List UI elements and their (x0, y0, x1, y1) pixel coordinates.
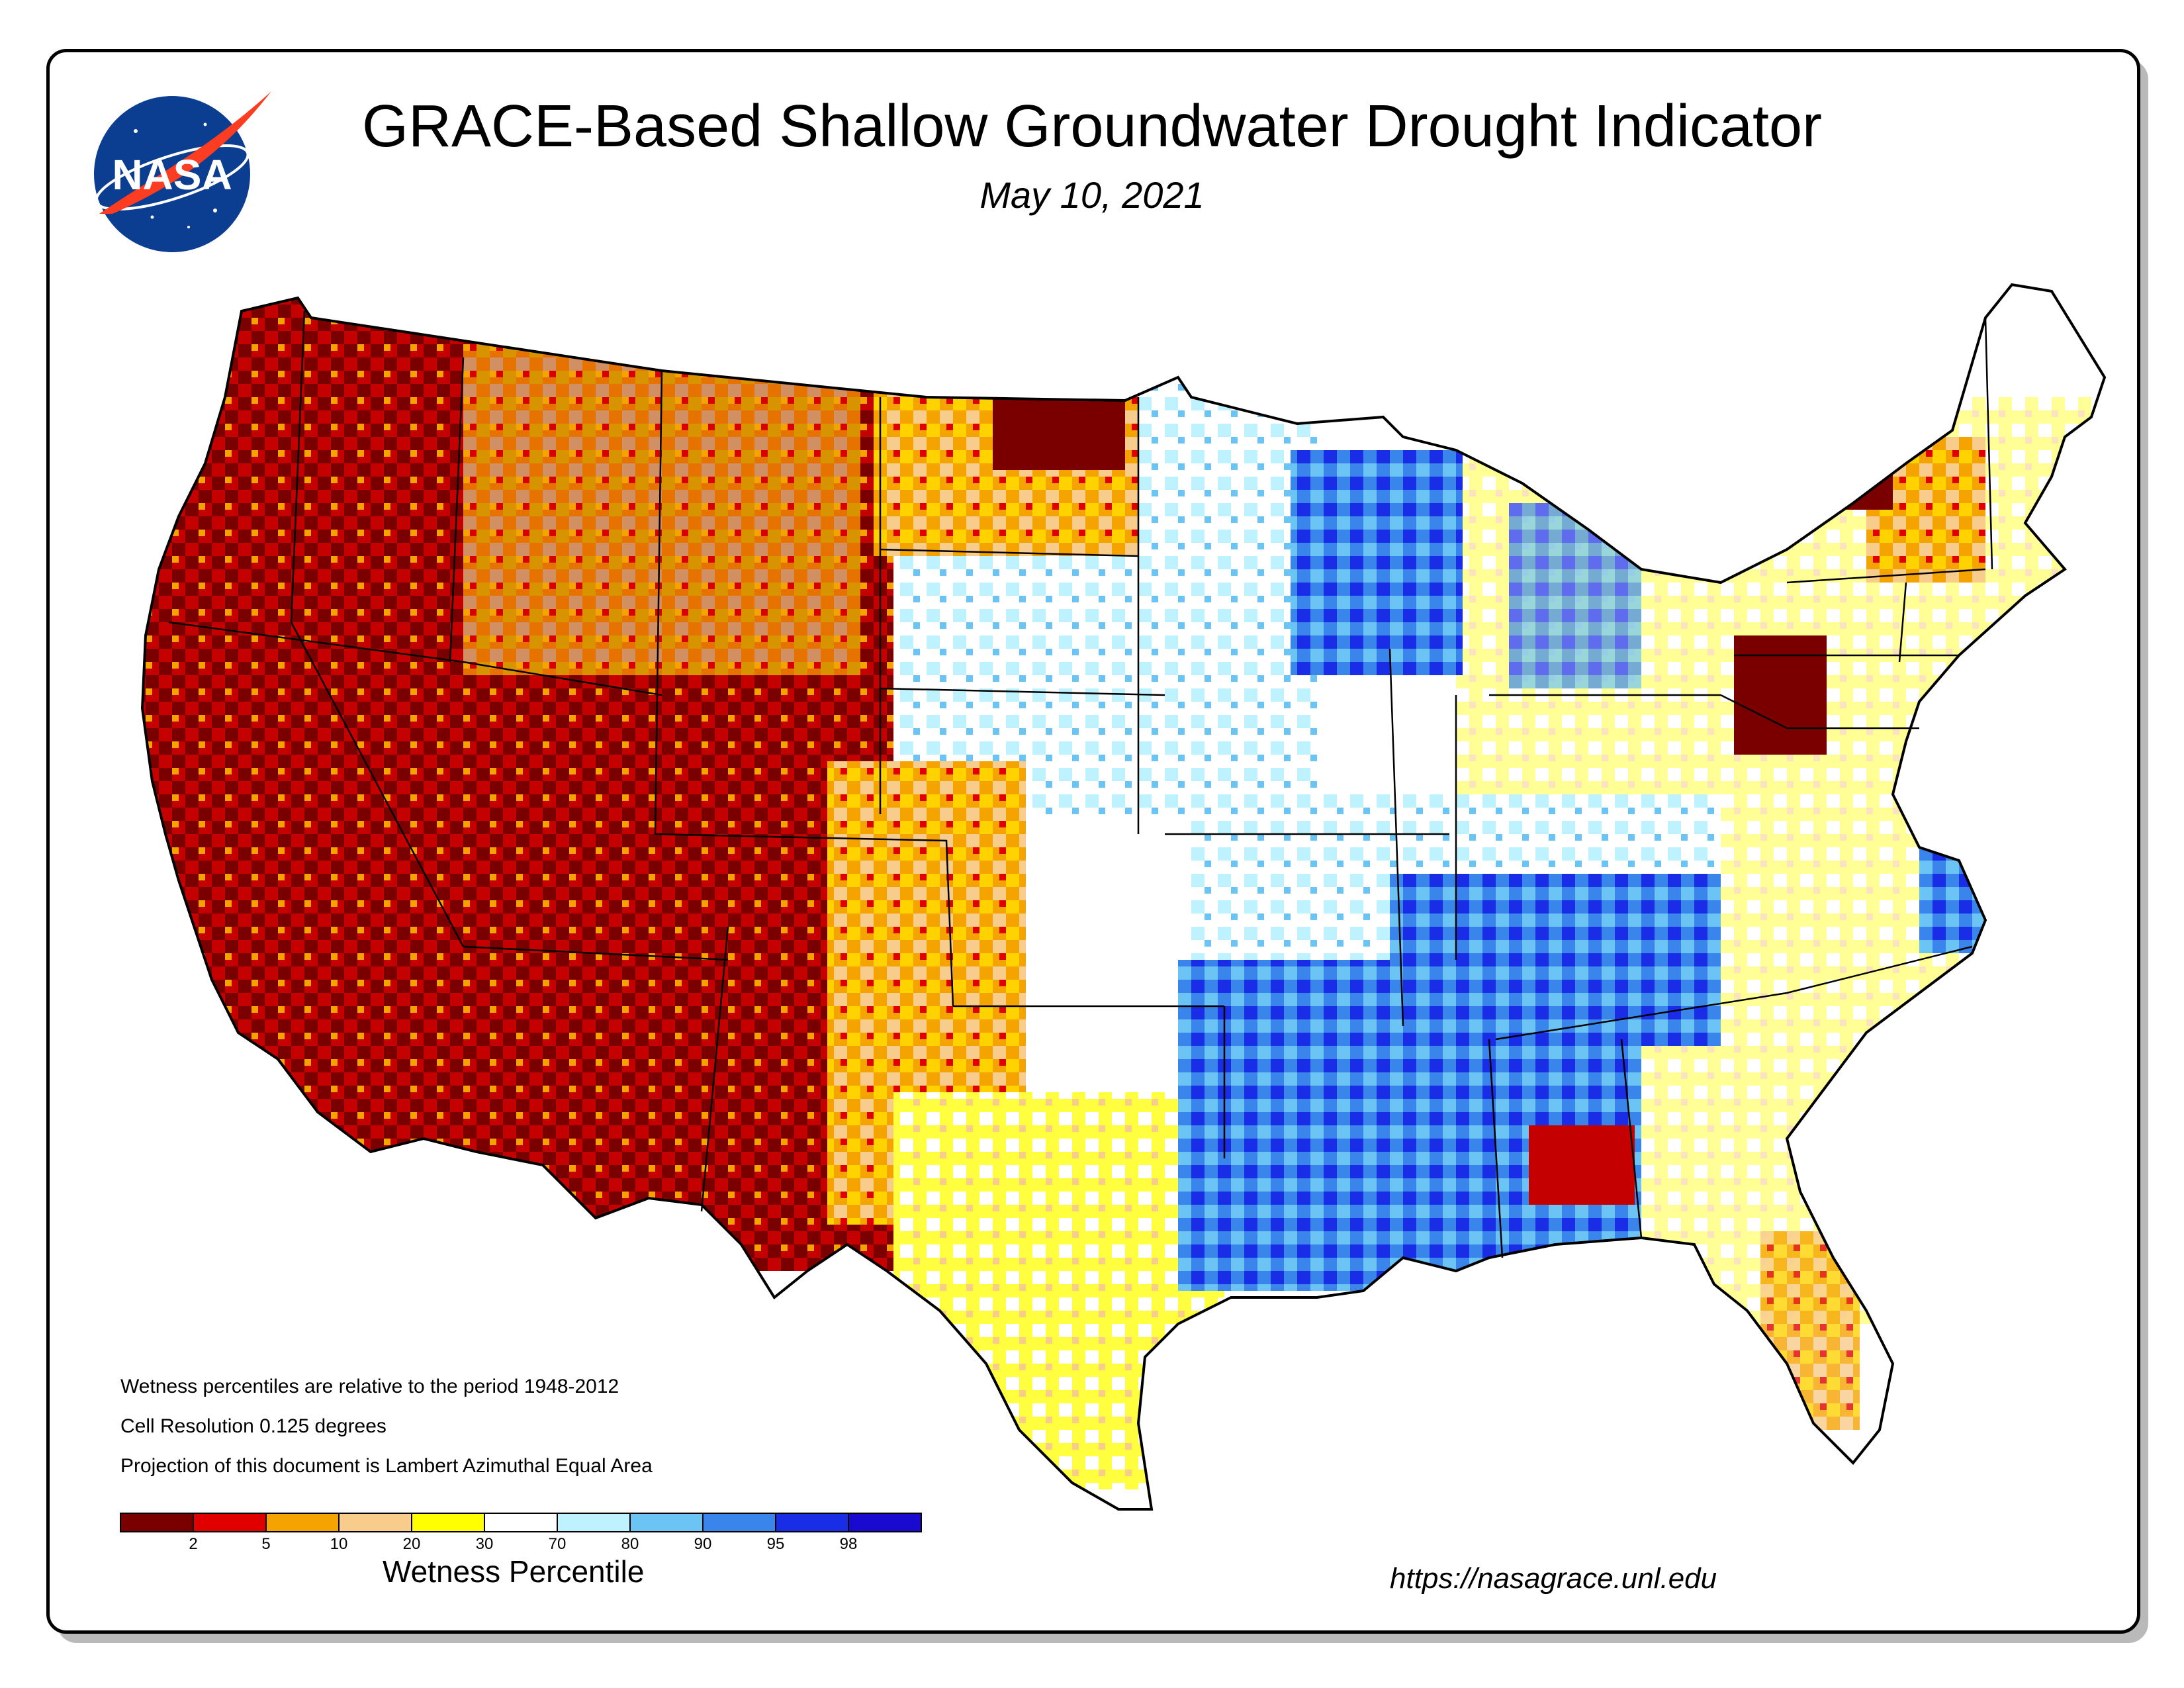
legend-swatch (629, 1513, 704, 1532)
legend-swatch (848, 1513, 922, 1532)
legend-swatch (411, 1513, 485, 1532)
legend-tick-label: 80 (621, 1535, 639, 1553)
note-cell-resolution: Cell Resolution 0.125 degrees (120, 1415, 387, 1437)
legend-tick-label: 30 (476, 1535, 494, 1553)
note-percentile-period: Wetness percentiles are relative to the … (120, 1376, 619, 1397)
map-date: May 10, 2021 (979, 174, 1205, 216)
legend-swatch (775, 1513, 849, 1532)
legend-tick-label: 5 (261, 1535, 270, 1553)
nasa-logo-text: NASA (112, 151, 232, 199)
legend-tick-label: 98 (840, 1535, 858, 1553)
legend-swatch (484, 1513, 558, 1532)
legend-tick-label: 20 (403, 1535, 421, 1553)
legend-tick-label: 2 (189, 1535, 197, 1553)
legend-swatch (557, 1513, 631, 1532)
page-title: GRACE-Based Shallow Groundwater Drought … (361, 93, 1823, 160)
legend-tick-label: 95 (767, 1535, 785, 1553)
legend-tick-label: 10 (330, 1535, 348, 1553)
legend-swatch (338, 1513, 412, 1532)
legend-swatch (702, 1513, 776, 1532)
legend-title: Wetness Percentile (383, 1554, 645, 1589)
legend-swatch (120, 1513, 194, 1532)
note-projection: Projection of this document is Lambert A… (120, 1455, 653, 1477)
legend-swatch (193, 1513, 267, 1532)
source-url[interactable]: https://nasagrace.unl.edu (1390, 1562, 1717, 1595)
legend-swatch (265, 1513, 340, 1532)
nasa-logo: NASA (94, 91, 271, 252)
legend-tick-label: 70 (549, 1535, 567, 1553)
legend-tick-label: 90 (694, 1535, 712, 1553)
